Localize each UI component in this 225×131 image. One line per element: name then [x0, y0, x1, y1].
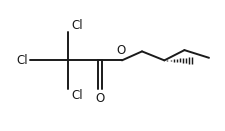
Text: O: O [94, 92, 104, 105]
Text: Cl: Cl [71, 89, 83, 102]
Text: Cl: Cl [71, 18, 83, 32]
Text: O: O [116, 43, 125, 56]
Text: Cl: Cl [16, 54, 28, 67]
